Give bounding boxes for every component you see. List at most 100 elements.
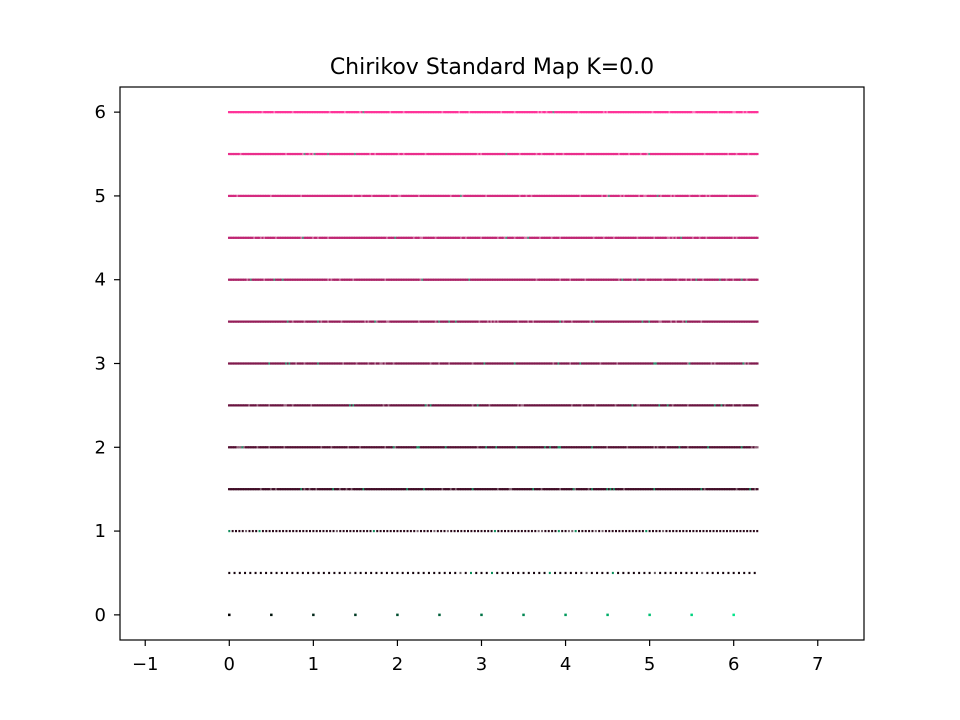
data-point [592,404,596,407]
data-point [429,194,433,198]
data-point [547,278,551,281]
data-point [244,194,248,198]
data-point [723,152,727,156]
data-point [428,111,431,114]
data-point [543,571,546,575]
data-point [261,362,265,365]
data-point [384,446,387,449]
data-point [236,236,239,239]
data-point [350,111,354,114]
data-point [241,446,245,449]
data-point [530,404,534,407]
data-point [399,320,403,323]
data-point [305,488,308,491]
data-point [549,278,552,281]
data-point [283,362,287,365]
data-point [550,111,554,114]
data-point [367,362,371,365]
data-point [460,404,463,407]
data-point [258,152,261,156]
data-point [362,278,366,281]
data-point [320,236,324,239]
data-point [303,194,307,198]
data-point [718,152,722,156]
data-point [338,236,342,239]
data-point [698,488,702,491]
data-point [557,111,561,114]
data-point [727,446,730,449]
data-point [557,529,560,533]
data-point [606,488,609,491]
data-point [695,571,698,575]
data-point [367,194,371,198]
data-point [594,236,598,239]
data-point [466,446,470,449]
data-point [350,320,354,323]
data-point [320,446,324,449]
data-point [229,404,233,407]
data-point [233,446,236,449]
data-point [628,236,631,239]
data-point [335,362,339,365]
data-point [293,404,297,407]
data-point [722,278,725,281]
data-point [461,111,465,114]
data-point [550,152,554,156]
data-point [732,362,735,365]
data-point [422,571,425,575]
data-point [456,529,459,533]
data-point [481,152,485,156]
data-point [752,362,756,365]
series-p-2 [227,446,759,449]
data-point [559,571,562,575]
data-point [320,152,324,156]
data-point [693,111,697,114]
data-point [446,278,450,281]
data-point [335,194,339,198]
data-point [441,488,445,491]
data-point [280,404,283,407]
data-point [409,236,413,239]
data-point [239,446,243,449]
data-point [460,236,463,239]
data-point [360,488,364,491]
data-point [375,488,379,491]
data-point [680,194,683,198]
data-point [380,320,384,323]
data-point [301,278,305,281]
data-point [607,111,611,114]
data-point [394,362,398,365]
data-point [606,194,609,198]
data-point [480,613,483,617]
data-point [552,278,556,281]
data-point [591,529,594,533]
data-point [601,488,604,491]
data-point [340,194,344,198]
data-point [246,152,250,156]
data-point [317,446,320,449]
data-point [386,236,389,239]
data-point [365,488,369,491]
data-point [749,152,752,156]
data-point [424,111,428,114]
data-point [372,404,376,407]
data-point [404,362,408,365]
data-point [466,320,470,323]
data-point [675,362,678,365]
data-point [670,404,673,407]
data-point [636,320,640,323]
data-point [483,278,487,281]
data-point [307,194,310,198]
data-point [391,194,394,198]
data-point [572,320,576,323]
data-point [592,278,596,281]
data-point [623,404,626,407]
data-point [473,362,477,365]
data-point [303,236,307,239]
data-point [607,320,611,323]
data-point [572,194,576,198]
data-point [291,152,295,156]
data-point [281,152,285,156]
data-point [392,111,396,114]
data-point [734,236,737,239]
